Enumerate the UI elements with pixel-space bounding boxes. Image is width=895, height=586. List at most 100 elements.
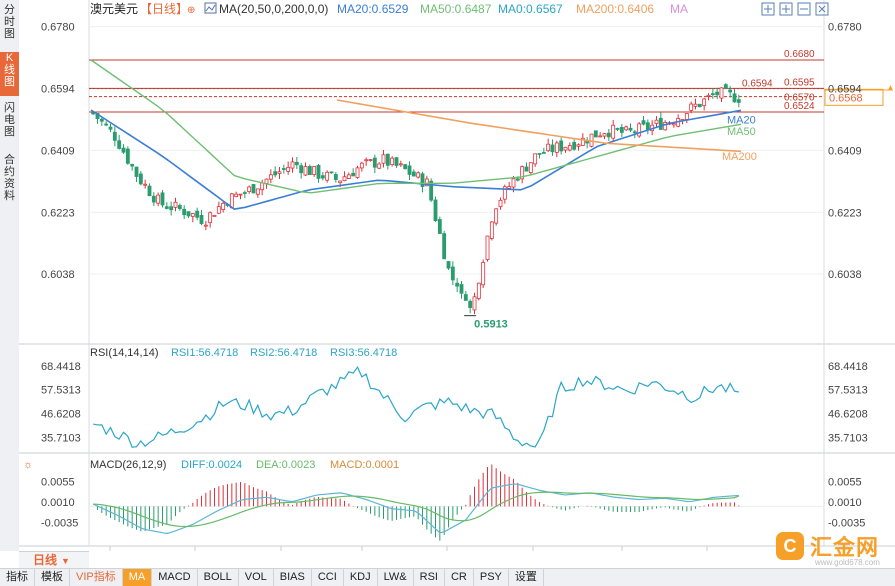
logo-text: 汇金网 [810,535,880,560]
toolbar-button-0[interactable]: 指标 [0,569,35,586]
toolbar-button-12[interactable]: CR [445,569,474,586]
candle-body [377,163,382,169]
candle-body [715,91,720,96]
candle-body [134,166,139,177]
macd-panel-icon[interactable]: ☼ [23,459,33,471]
candle-body [684,113,689,120]
ma-toggle-icon[interactable] [204,2,217,14]
candle-body [385,153,390,166]
candle-body [99,118,104,122]
y-tick-left: 0.6409 [41,145,75,157]
toolbar-button-9[interactable]: KDJ [344,569,378,586]
price-level-label: 0.6570 [784,93,815,104]
candlesticks: 0.5913 [91,83,741,331]
candle-body [151,195,156,203]
tab-lightning[interactable]: 闪电图 [0,102,19,146]
ma200-value: MA200:0.6406 [576,2,654,16]
candle-body [658,117,663,130]
rsi3-value: RSI3:56.4718 [330,347,397,359]
toolbar-button-6[interactable]: VOL [239,569,274,586]
rsi-tick-right: 68.4418 [828,361,868,373]
candle-body [693,103,698,107]
candle-body [520,166,525,180]
candle-body [307,165,312,176]
toolbar-button-8[interactable]: CCI [312,569,344,586]
macd-panel: 0.0055 0.0055 0.0010 0.0010 -0.0035 -0.0035 [41,464,865,541]
reset-icon[interactable] [815,2,829,16]
period-tag: 【日线】 [140,2,188,16]
candle-body [459,284,464,294]
toolbar-button-14[interactable]: 设置 [509,569,544,586]
tab-timeshare[interactable]: 分时图 [0,4,19,44]
tab-label: 分时图 [4,4,15,40]
candle-body [489,221,494,239]
macd-diff-value: DIFF:0.0024 [181,459,242,471]
candle-body [429,180,434,201]
ma20-value: MA20:0.6529 [337,2,409,16]
candle-body [407,165,412,175]
macd-tick-left: 0.0010 [41,497,75,509]
candle-body [273,171,278,176]
candle-body [606,132,611,138]
toolbar-button-3[interactable]: MA [122,569,153,586]
crosshair-icon[interactable] [761,2,775,16]
chart-canvas[interactable]: 澳元美元 【日线】 ⊕ MA(20,50,0,200,0,0) MA20:0.6… [19,0,895,551]
ma-toggle-icon-glyph [205,4,216,12]
candle-body [498,199,503,208]
window-toolbar [761,2,829,16]
candle-body [576,144,581,147]
macd-tick-right: 0.0055 [828,476,862,488]
toolbar-button-13[interactable]: PSY [474,569,509,586]
symbol-label: 澳元美元 [90,2,138,16]
tab-contract-info[interactable]: 合约资料 [0,154,19,212]
rsi-tick-left: 46.6208 [41,409,81,421]
toolbar-button-11[interactable]: RSI [414,569,445,586]
candle-body [247,186,252,192]
candle-body [598,135,603,138]
candle-body [359,162,364,169]
y-tick-right: 0.6594 [828,84,862,96]
candle-body [585,141,590,144]
candle-body [268,174,273,180]
toolbar-button-2[interactable]: VIP指标 [70,569,123,586]
rsi1-value: RSI1:56.4718 [171,347,238,359]
ma50-series-label: MA50 [727,126,756,138]
candle-body [455,282,460,287]
toolbar-button-4[interactable]: MACD [152,569,198,586]
candle-body [528,162,533,173]
rsi-tick-left: 57.5313 [41,385,81,397]
candle-body [398,163,403,166]
settings-icon[interactable]: ⊕ [187,5,195,16]
candle-body [91,112,96,115]
zoom-in-icon[interactable] [779,2,793,16]
reset-icon-glyph [818,5,826,13]
candle-body [537,153,542,155]
candle-body [632,131,637,134]
current-price-label: 0.6568 [829,92,863,104]
candle-body [117,140,122,149]
y-tick-right: 0.6409 [828,145,862,157]
candle-body [645,122,650,130]
candle-body [476,282,481,299]
candle-body [580,137,585,146]
period-selector[interactable]: 日线 ▼ [19,551,89,568]
toolbar-button-10[interactable]: LW& [378,569,414,586]
zoom-out-icon[interactable] [797,2,811,16]
candle-body [182,208,187,216]
toolbar-button-7[interactable]: BIAS [274,569,312,586]
candle-body [533,153,538,165]
candle-body [286,166,291,172]
candle-body [689,103,694,111]
rsi-tick-right: 46.6208 [828,409,868,421]
toolbar-button-5[interactable]: BOLL [198,569,239,586]
candle-body [186,211,191,217]
toolbar-button-1[interactable]: 模板 [35,569,70,586]
candle-body [424,178,429,187]
candle-body [325,171,330,181]
candle-body [546,143,551,152]
candle-body [702,98,707,107]
candle-body [554,142,559,153]
candle-body [710,93,715,96]
